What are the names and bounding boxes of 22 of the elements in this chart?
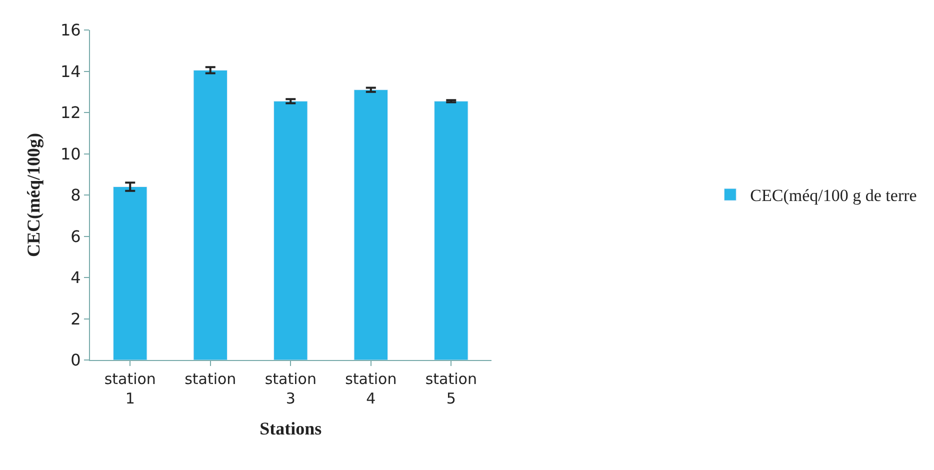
x-tick-label: station bbox=[184, 370, 236, 388]
y-tick-label: 4 bbox=[70, 268, 81, 288]
x-tick-label: station 3 bbox=[264, 370, 316, 408]
y-tick-label: 8 bbox=[70, 186, 81, 205]
x-tick-label: station 1 bbox=[104, 370, 156, 408]
y-tick-label: 10 bbox=[60, 144, 81, 164]
y-axis-title: CEC(méq/100g) bbox=[24, 133, 44, 257]
y-tick-label: 12 bbox=[60, 103, 81, 122]
legend-label: CEC(méq/100 g de terre bbox=[750, 186, 917, 206]
y-tick-label: 2 bbox=[70, 309, 81, 328]
bar bbox=[193, 70, 228, 360]
y-tick-label: 16 bbox=[60, 20, 81, 40]
y-tick-label: 6 bbox=[70, 226, 81, 246]
bar bbox=[274, 100, 308, 360]
bar bbox=[354, 90, 388, 360]
y-tick-label: 0 bbox=[70, 350, 81, 370]
x-tick-label: station 4 bbox=[345, 370, 397, 408]
bar bbox=[113, 186, 148, 360]
y-tick-label: 14 bbox=[60, 62, 81, 81]
x-tick-label: station 5 bbox=[425, 370, 477, 408]
x-axis-title: Stations bbox=[260, 418, 322, 439]
bar bbox=[434, 100, 468, 360]
